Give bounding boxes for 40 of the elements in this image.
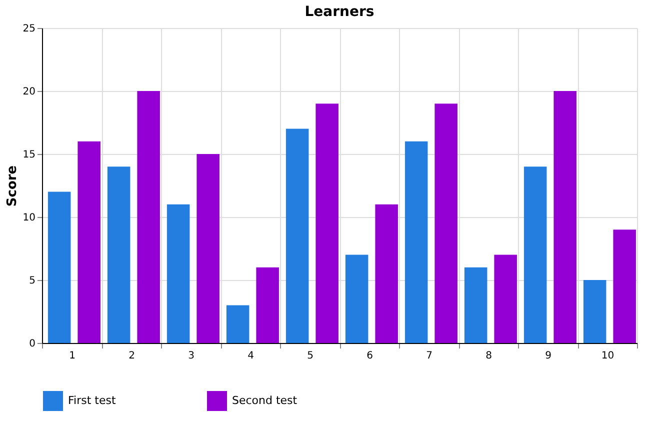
bar [137,91,160,343]
x-tick-label: 8 [486,350,492,362]
y-tick-label: 25 [22,24,36,34]
x-tick-label: 4 [248,350,254,362]
bar [613,230,636,343]
legend-label: Second test [232,394,298,407]
y-tick-label: 5 [29,276,36,286]
bar [554,91,576,343]
bar [256,267,279,343]
x-tick-label: 7 [426,350,432,362]
bar [78,141,100,343]
bar [375,204,398,343]
x-tick-label: 9 [545,350,552,362]
y-tick-label: 10 [22,212,36,224]
x-tick-label: 6 [366,350,373,362]
bar [345,254,368,343]
bar [166,204,190,343]
bar [494,254,517,343]
y-tick-label: 0 [29,338,36,350]
bar [107,166,130,343]
legend-label: First test [68,394,116,407]
bar [583,280,606,343]
bar [48,192,71,343]
y-tick-label: 15 [22,150,36,160]
bar [196,154,220,343]
bar [464,267,488,343]
x-tick-label: 2 [128,350,135,362]
bar [226,305,250,343]
y-axis-title: Score [4,165,20,207]
bar [286,128,309,343]
bar [524,166,547,343]
bar [316,104,338,343]
x-tick-label: 3 [188,350,194,362]
bar [434,104,458,343]
bar [404,141,428,343]
x-tick-label: 10 [601,350,614,362]
chart-title: Learners [304,4,374,20]
x-tick-label: 1 [69,350,76,362]
y-tick-label: 20 [22,86,36,98]
x-tick-label: 5 [307,350,314,362]
